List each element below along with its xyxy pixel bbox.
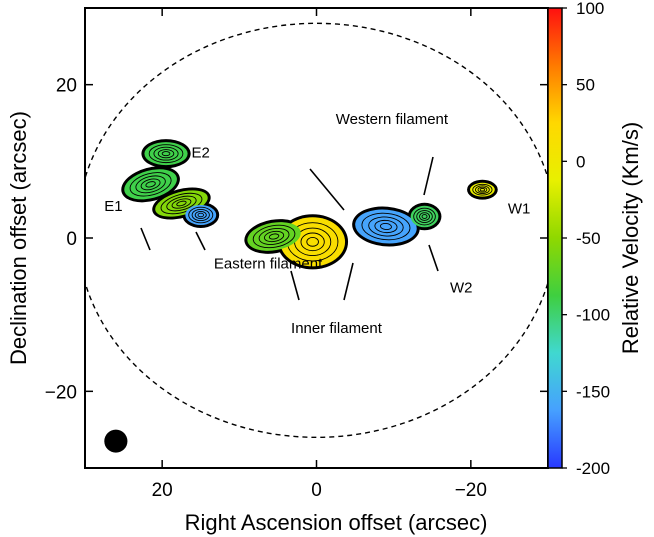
x-tick-label: 20: [152, 480, 173, 501]
clump: [185, 205, 217, 225]
y-tick-label: 0: [66, 229, 77, 250]
contour-line: [306, 236, 319, 247]
colorbar-title: Relative Velocity (Km/s): [618, 122, 643, 354]
contour-line: [361, 212, 411, 241]
clump: [410, 205, 439, 228]
y-axis-title: Declination offset (arcsec): [6, 111, 31, 365]
annotation-label: W2: [450, 279, 473, 296]
contour-line: [421, 214, 428, 219]
annotation-label: E2: [191, 145, 209, 162]
annotation-leader-lines: [140, 156, 439, 301]
y-ticks: 20 0 −20: [45, 76, 548, 403]
annotation-label: Eastern filament: [214, 256, 323, 273]
colorbar-gradient: [547, 7, 563, 469]
colorbar-tick-label: 100: [576, 0, 604, 18]
contour-line: [263, 230, 285, 243]
contour-line: [129, 172, 172, 197]
x-ticks: 20 0 −20: [152, 8, 487, 501]
clump-fill: [185, 205, 217, 225]
clump: [124, 169, 177, 200]
colorbar-tick-label: -100: [576, 306, 610, 325]
leader-line: [140, 227, 151, 251]
clump-fill: [144, 142, 188, 166]
contour-line: [148, 144, 184, 164]
leader-line: [290, 270, 300, 301]
contour-line: [252, 224, 296, 249]
leader-line: [195, 231, 206, 251]
contour-line: [166, 195, 197, 212]
leader-line: [343, 262, 354, 301]
annotation-label: Inner filament: [291, 320, 383, 337]
emission-clumps: [121, 139, 498, 270]
y-tick-label: −20: [45, 382, 77, 403]
contour-line: [191, 208, 210, 222]
contour-line: [472, 183, 493, 196]
clump-fill: [124, 169, 177, 200]
contour-line: [374, 219, 398, 234]
contour-line: [477, 186, 488, 193]
y-tick-label: 20: [56, 76, 77, 97]
contour-line: [475, 185, 490, 195]
x-tick-label: −20: [455, 480, 487, 501]
contour-line: [416, 210, 433, 223]
contour-line: [368, 216, 404, 237]
clump-fills: [124, 142, 495, 267]
contour-line: [176, 200, 187, 207]
contour-line: [419, 212, 430, 221]
colorbar-tick-label: -150: [576, 382, 610, 401]
colorbar-tick-label: -200: [576, 459, 610, 478]
clump-fill: [355, 209, 417, 244]
colorbar-tick-label: -50: [576, 229, 601, 248]
contour-line: [479, 188, 486, 192]
contour-line: [157, 149, 175, 159]
clump: [470, 182, 495, 197]
annotation-label: E1: [104, 198, 122, 215]
clump: [144, 142, 188, 166]
contour-line: [140, 178, 161, 191]
leader-line: [428, 244, 439, 272]
annotation-label: Western filament: [336, 111, 449, 128]
x-tick-label: 0: [311, 480, 322, 501]
colorbar-tick-label: 0: [576, 152, 585, 171]
contour-line: [153, 146, 179, 161]
clump-fill: [247, 222, 301, 251]
colorbar: 100 50 0 -50 -100 -150 -200: [547, 0, 610, 478]
contour-line: [258, 227, 290, 245]
contour-line: [413, 207, 436, 226]
contour-line: [161, 151, 171, 157]
contour-line: [145, 181, 156, 188]
contour-line: [379, 222, 392, 231]
colorbar-tick-label: 50: [576, 76, 595, 95]
contour-line: [160, 192, 203, 215]
clump: [247, 222, 301, 251]
contour-line: [171, 198, 192, 209]
clump-fill: [410, 205, 439, 228]
contour-line: [188, 206, 214, 224]
clump: [355, 209, 417, 244]
contour-line: [300, 232, 325, 252]
contour-line: [194, 210, 207, 220]
contour-line: [197, 212, 204, 218]
colorbar-ticks: 100 50 0 -50 -100 -150 -200: [562, 0, 610, 478]
beam-ellipse: [104, 429, 128, 453]
annotation-label: W1: [508, 200, 530, 217]
contour-line: [268, 233, 280, 240]
annotations: E1 E2 Eastern filament Western filament Inne…: [104, 111, 530, 337]
contour-line: [135, 175, 166, 194]
leader-line: [423, 156, 434, 196]
x-axis-title: Right Ascension offset (arcsec): [185, 510, 488, 535]
clump-fill: [470, 182, 495, 197]
leader-line: [309, 168, 345, 211]
plot-area: [85, 22, 548, 453]
